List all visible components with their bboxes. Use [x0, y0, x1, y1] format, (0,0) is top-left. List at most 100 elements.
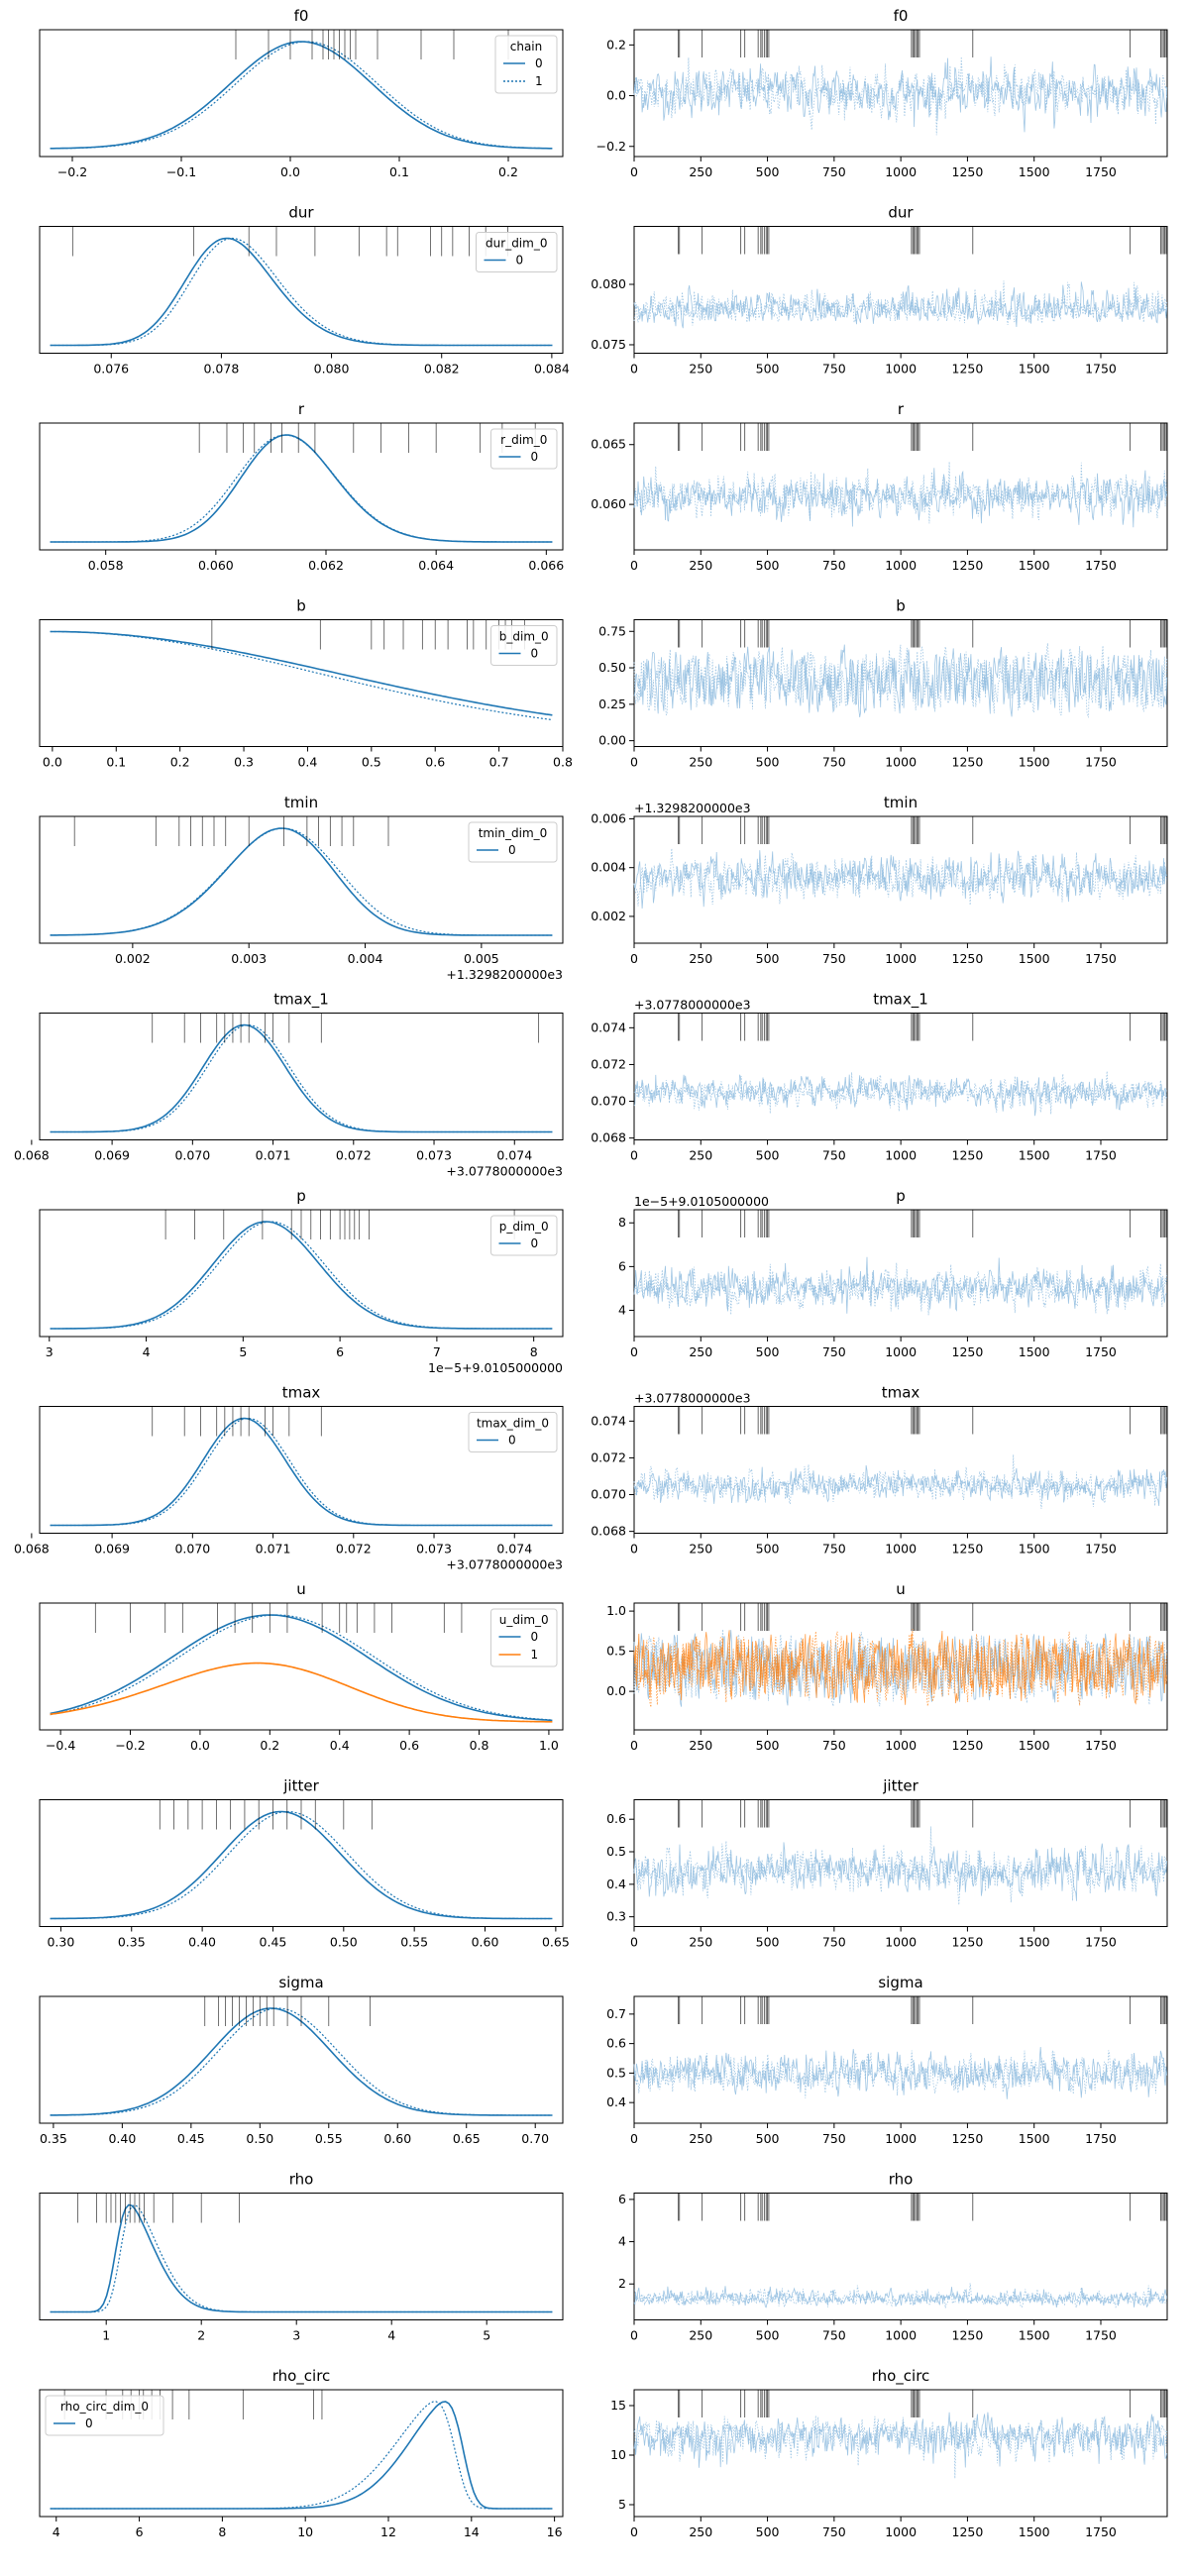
legend-box: [490, 1608, 558, 1667]
trace-x-tick-label: 1000: [885, 1542, 917, 1556]
trace-panel-b: b 0.00 0.25 0.50 0.75 0 250 500 750 1000 1250 1500 1…: [598, 597, 1168, 770]
kde-curve-1: [50, 827, 553, 936]
trace-line-s1-c1: [633, 1629, 1168, 1708]
kde-x-tick-label: 0.45: [177, 2131, 205, 2146]
trace-y-tick-label: 0.004: [591, 860, 626, 875]
legend: p_dim_0 0: [490, 1215, 558, 1256]
trace-x-tick-label: 1750: [1085, 1148, 1117, 1163]
trace-x-tick-label: 1500: [1019, 1344, 1050, 1359]
trace-x-tick-label: 500: [756, 1344, 780, 1359]
trace-x-tick-label: 0: [630, 755, 638, 770]
trace-x-tick-label: 1500: [1019, 2131, 1050, 2146]
kde-x-offset: 1e−5+9.0105000000: [428, 1360, 563, 1375]
kde-x-tick-label: 0.070: [174, 1542, 210, 1556]
trace-x-tick-label: 750: [822, 362, 846, 376]
kde-title: tmin: [284, 794, 318, 811]
kde-x-tick-label: 4: [53, 2524, 60, 2539]
trace-line-s0-c1: [633, 280, 1168, 326]
kde-panel-tmax: tmax 0.068 0.069 0.070 0.071 0.072 0.073 0.074+…: [14, 1384, 564, 1572]
kde-x-offset: +3.0778000000e3: [446, 1557, 563, 1572]
kde-x-tick-label: 3: [292, 2328, 300, 2343]
kde-x-tick-label: 0.072: [336, 1148, 372, 1163]
trace-line-s0-c0: [633, 468, 1168, 528]
trace-y-tick-label: 10: [610, 2447, 626, 2462]
trace-line-s0-c0: [633, 1256, 1167, 1314]
trace-line-s0-c1: [633, 848, 1168, 907]
kde-x-tick-label: 0.40: [108, 2131, 136, 2146]
trace-x-tick-label: 750: [822, 1738, 846, 1753]
trace-y-tick-label: 0.6: [606, 2036, 626, 2051]
trace-x-tick-label: 1500: [1019, 1738, 1050, 1753]
trace-x-tick-label: 250: [689, 164, 712, 179]
kde-x-tick-label: 0.073: [416, 1542, 452, 1556]
trace-x-tick-label: 1750: [1085, 2524, 1117, 2539]
kde-x-tick-label: 0.073: [416, 1148, 452, 1163]
kde-x-tick-label: −0.2: [57, 164, 87, 179]
trace-y-tick-label: 0.060: [591, 496, 626, 511]
kde-x-tick-label: 10: [297, 2524, 313, 2539]
trace-x-tick-label: 1000: [885, 1738, 917, 1753]
kde-x-tick-label: 5: [239, 1344, 247, 1359]
trace-y-tick-label: 0.0: [606, 88, 626, 103]
trace-panel-dur: dur 0.075 0.080 0 250 500 750 1000 1250 1500 1750: [591, 204, 1168, 376]
kde-curve-1: [50, 1810, 553, 1920]
trace-x-tick-label: 250: [689, 755, 712, 770]
kde-x-tick-label: 0.2: [170, 755, 190, 770]
trace-x-tick-label: 1500: [1019, 951, 1050, 966]
kde-curve-1: [50, 434, 553, 543]
kde-x-tick-label: 8: [530, 1344, 538, 1359]
trace-x-tick-label: 500: [756, 1738, 780, 1753]
trace-x-tick-label: 750: [822, 1344, 846, 1359]
trace-line-s0-c1: [633, 1071, 1168, 1115]
legend-title: chain: [510, 40, 543, 54]
kde-x-tick-label: 14: [464, 2524, 480, 2539]
kde-axes-frame: [39, 2193, 564, 2320]
trace-x-tick-label: 1250: [952, 1542, 984, 1556]
trace-x-tick-label: 250: [689, 1935, 712, 1950]
trace-title: p: [896, 1187, 906, 1205]
trace-y-tick-label: 0.074: [591, 1020, 626, 1034]
legend: r_dim_0 0: [490, 428, 558, 470]
legend-box: [490, 428, 558, 470]
trace-y-tick-label: 1.0: [606, 1603, 626, 1618]
trace-x-tick-label: 250: [689, 2328, 712, 2343]
trace-x-tick-label: 1250: [952, 558, 984, 573]
legend-box: [45, 2395, 164, 2436]
legend-entry: 0: [531, 647, 539, 661]
kde-x-tick-label: 0.30: [47, 1935, 74, 1950]
trace-y-tick-label: 0.070: [591, 1487, 626, 1502]
legend-entry: 0: [516, 254, 524, 268]
kde-curve-0: [50, 1614, 553, 1722]
trace-line-s0-c0: [633, 281, 1168, 329]
legend-entry: 0: [508, 843, 516, 857]
trace-line-s0-c1: [633, 1262, 1168, 1316]
legend-title: tmin_dim_0: [479, 826, 548, 840]
kde-axes-frame: [39, 1013, 564, 1140]
legend: b_dim_0 0: [490, 625, 558, 666]
trace-x-tick-label: 250: [689, 558, 712, 573]
legend-entry: 0: [85, 2416, 93, 2430]
kde-x-tick-label: 0.35: [118, 1935, 146, 1950]
trace-y-tick-label: 0.25: [598, 697, 626, 711]
trace-title: rho_circ: [872, 2367, 930, 2386]
kde-x-tick-label: 2: [197, 2328, 205, 2343]
kde-x-tick-label: 4: [143, 1344, 151, 1359]
trace-line-s0-c0: [633, 850, 1168, 910]
legend-entry: 0: [531, 1236, 539, 1250]
trace-x-tick-label: 1500: [1019, 1935, 1050, 1950]
trace-axes-frame: [633, 1995, 1168, 2124]
legend-box: [468, 821, 558, 863]
trace-x-tick-label: 1750: [1085, 755, 1117, 770]
trace-x-tick-label: 1250: [952, 2328, 984, 2343]
kde-x-tick-label: 0.7: [489, 755, 509, 770]
kde-x-tick-label: 12: [380, 2524, 396, 2539]
legend-title: rho_circ_dim_0: [60, 2400, 149, 2414]
kde-x-tick-label: 0.6: [425, 755, 445, 770]
trace-panel-f0: f0 −0.2 0.0 0.2 0 250 500 750 1000 1250 1500 1750: [596, 7, 1168, 179]
trace-title: f0: [894, 7, 909, 25]
kde-panel-rho_circ: rho_circ 4 6 8 10 12 14 16 rho_circ_dim_0 0: [39, 2367, 564, 2539]
legend-entry: 0: [508, 1434, 516, 1448]
trace-line-s0-c1: [633, 643, 1168, 718]
trace-x-tick-label: 0: [630, 1935, 638, 1950]
legend: tmax_dim_0 0: [468, 1412, 558, 1452]
